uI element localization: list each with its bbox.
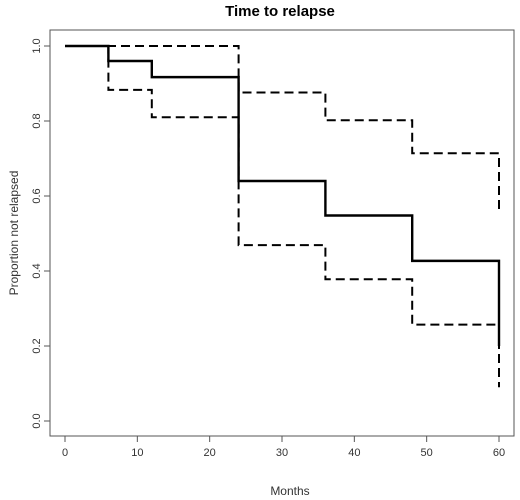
y-tick-label: 0.4 [31, 263, 43, 278]
plot-frame [49, 29, 515, 437]
series-layer [65, 44, 501, 388]
chart-title: Time to relapse [225, 3, 335, 20]
x-tick-label: 0 [62, 447, 68, 459]
x-tick-label: 60 [493, 447, 505, 459]
y-axis-label: Proportion not relapsed [7, 171, 21, 296]
confidence-bound-line-2 [65, 45, 500, 211]
y-tick-label: 0.6 [31, 188, 43, 203]
x-tick-label: 10 [131, 447, 143, 459]
x-tick-label: 40 [348, 447, 360, 459]
survival-estimate-line [65, 44, 501, 346]
x-tick-label: 50 [421, 447, 433, 459]
x-axis: 0 10 20 30 40 50 60 [62, 435, 505, 459]
x-tick-label: 20 [204, 447, 216, 459]
x-tick-label: 30 [276, 447, 288, 459]
y-tick-label: 1.0 [31, 38, 43, 53]
y-tick-label: 0.0 [31, 413, 43, 428]
y-tick-label: 0.8 [31, 113, 43, 128]
y-axis: 0.0 0.2 0.4 0.6 0.8 1.0 [31, 38, 51, 429]
confidence-bound-line-1 [65, 45, 500, 388]
x-axis-label: Months [270, 484, 309, 498]
y-tick-label: 0.2 [31, 338, 43, 353]
